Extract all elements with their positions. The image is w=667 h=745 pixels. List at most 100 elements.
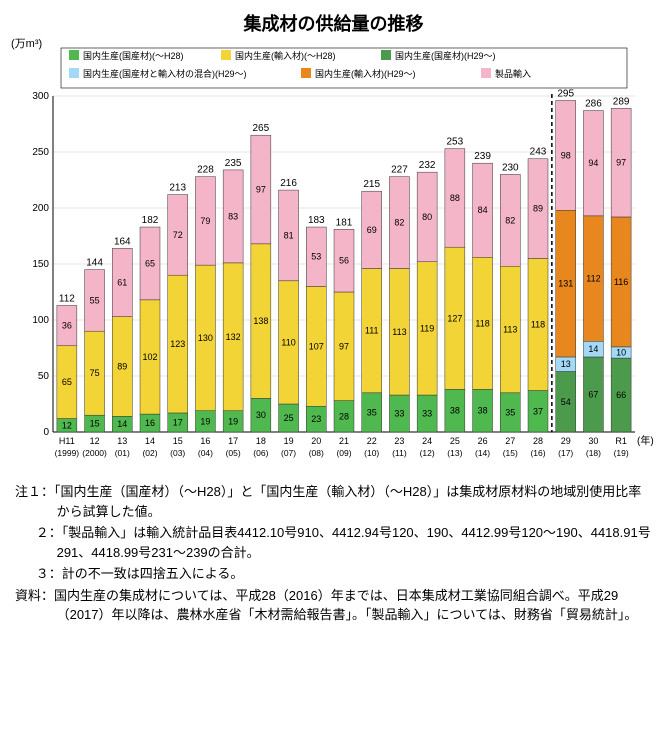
segment-label: 33: [422, 409, 432, 419]
segment-label: 67: [588, 389, 598, 399]
x-tick-sublabel: (04): [198, 448, 213, 458]
segment-label: 53: [311, 252, 321, 262]
x-tick-sublabel: (14): [475, 448, 490, 458]
segment-label: 10: [616, 347, 626, 357]
svg-text:国内生産(国産材と輸入材の混合)(H29～): 国内生産(国産材と輸入材の混合)(H29～): [83, 68, 247, 79]
chart-container: (万m³) 050100150200250300国内生産(国産材)(～H28)国…: [15, 42, 652, 472]
total-label: 265: [253, 123, 270, 134]
segment-label: 98: [561, 150, 571, 160]
segment-label: 14: [588, 344, 598, 354]
x-tick-label: 26: [478, 436, 488, 446]
segment-label: 69: [367, 225, 377, 235]
x-tick-label: 17: [228, 436, 238, 446]
segment-label: 116: [614, 277, 628, 287]
x-tick-label: 15: [173, 436, 183, 446]
x-tick-label: 18: [256, 436, 266, 446]
segment-label: 38: [478, 406, 488, 416]
total-label: 213: [169, 183, 186, 194]
chart-title: 集成材の供給量の推移: [15, 10, 652, 36]
segment-label: 13: [561, 359, 571, 369]
segment-label: 110: [281, 337, 295, 347]
total-label: 289: [613, 96, 630, 107]
total-label: 228: [197, 165, 214, 176]
stacked-bar-chart: 050100150200250300国内生産(国産材)(～H28)国内生産(輸入…: [15, 42, 655, 472]
segment-label: 83: [228, 211, 238, 221]
x-tick-label: 28: [533, 436, 543, 446]
total-label: 183: [308, 215, 325, 226]
segment-label: 111: [365, 326, 379, 336]
segment-label: 25: [284, 413, 294, 423]
total-label: 295: [557, 88, 574, 99]
segment-label: 33: [394, 409, 404, 419]
x-tick-label: 16: [200, 436, 210, 446]
segment-label: 80: [422, 212, 432, 222]
segment-label: 19: [228, 416, 238, 426]
segment-label: 15: [90, 419, 100, 429]
total-label: 216: [280, 178, 297, 189]
svg-text:国内生産(輸入材)(～H28): 国内生産(輸入材)(～H28): [235, 50, 336, 61]
segment-label: 113: [503, 325, 517, 335]
segment-label: 84: [478, 205, 488, 215]
segment-label: 97: [256, 185, 266, 195]
segment-label: 102: [142, 352, 157, 362]
x-tick-sublabel: (17): [558, 448, 573, 458]
segment-label: 127: [447, 313, 462, 323]
segment-label: 17: [173, 417, 183, 427]
segment-label: 14: [117, 419, 127, 429]
x-tick-sublabel: (08): [309, 448, 324, 458]
total-label: 243: [530, 147, 547, 158]
segment-label: 36: [62, 321, 72, 331]
x-tick-sublabel: (09): [336, 448, 351, 458]
segment-label: 88: [450, 193, 460, 203]
x-tick-label: 13: [117, 436, 127, 446]
x-tick-label: 23: [394, 436, 404, 446]
total-label: 235: [225, 158, 242, 169]
svg-text:50: 50: [38, 371, 50, 382]
svg-text:製品輸入: 製品輸入: [495, 68, 531, 79]
total-label: 182: [142, 215, 159, 226]
segment-label: 65: [62, 377, 72, 387]
total-label: 181: [336, 217, 353, 228]
svg-text:150: 150: [32, 259, 49, 270]
total-label: 227: [391, 165, 408, 176]
segment-label: 119: [420, 323, 434, 333]
x-tick-label: 12: [90, 436, 100, 446]
total-label: 144: [86, 258, 103, 269]
x-tick-sublabel: (10): [364, 448, 379, 458]
total-label: 164: [114, 236, 131, 247]
segment-label: 19: [200, 416, 210, 426]
segment-label: 12: [62, 420, 72, 430]
total-label: 232: [419, 160, 436, 171]
segment-label: 79: [200, 216, 210, 226]
x-tick-label: H11: [59, 436, 75, 446]
note-4: 資料：国内生産の集成材については、平成28（2016）年までは、日本集成材工業協…: [15, 586, 652, 625]
x-tick-label: 24: [422, 436, 432, 446]
segment-label: 37: [533, 406, 543, 416]
svg-text:国内生産(国産材)(～H28): 国内生産(国産材)(～H28): [83, 50, 184, 61]
segment-label: 38: [450, 406, 460, 416]
x-tick-sublabel: (12): [420, 448, 435, 458]
segment-label: 112: [586, 274, 600, 284]
x-tick-sublabel: (02): [142, 448, 157, 458]
segment-label: 89: [533, 204, 543, 214]
x-axis-unit: (年): [637, 434, 654, 447]
segment-label: 72: [173, 230, 183, 240]
total-label: 253: [447, 137, 464, 148]
segment-label: 123: [170, 339, 185, 349]
x-tick-sublabel: (07): [281, 448, 296, 458]
segment-label: 131: [558, 279, 573, 289]
segment-label: 81: [284, 230, 294, 240]
x-tick-label: 21: [339, 436, 349, 446]
svg-text:0: 0: [43, 427, 49, 438]
total-label: 239: [474, 151, 491, 162]
svg-text:250: 250: [32, 147, 49, 158]
x-tick-sublabel: (13): [447, 448, 462, 458]
segment-label: 82: [394, 218, 404, 228]
segment-label: 97: [339, 341, 349, 351]
x-tick-sublabel: (1999): [55, 448, 80, 458]
segment-label: 56: [339, 256, 349, 266]
segment-label: 94: [588, 158, 598, 168]
svg-text:100: 100: [32, 315, 49, 326]
x-tick-sublabel: (19): [614, 448, 629, 458]
note-3: ３：計の不一致は四捨五入による。: [15, 564, 652, 584]
